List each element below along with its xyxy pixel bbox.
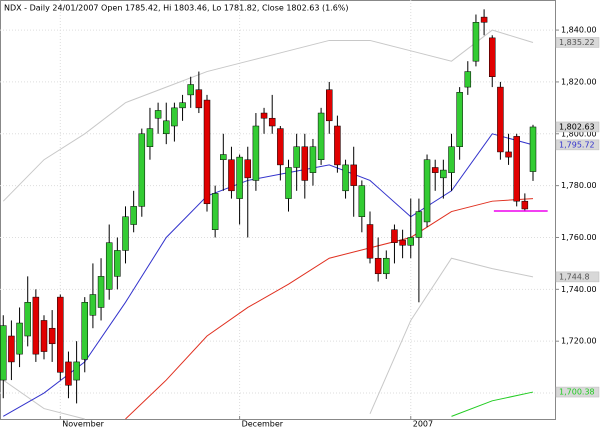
value-tag-label: 1,744.8 [559,272,590,281]
x-tick-label: December [242,420,284,428]
candle-body [513,136,520,202]
candle-body [89,294,97,316]
candle-body [301,146,309,181]
y-tick-label: 1,760.00 [561,233,597,242]
candle-body [179,102,186,109]
value-tag [555,121,600,133]
x-tick-label: 2007 [413,420,433,428]
candle-body [350,164,357,186]
candle-body [73,361,80,381]
chart-title: NDX - Daily 24/01/2007 Open 1785.42, Hi … [4,4,349,13]
y-tick-label: 1,780.00 [561,181,597,190]
y-tick-label: 1,720.00 [561,337,597,346]
candle-body [0,325,7,381]
candle-body [529,126,537,172]
candle-body [48,327,56,345]
candle-body [407,237,414,246]
candle-body [415,211,423,238]
candle-body [480,16,488,23]
value-tag-label: 1,795.72 [559,140,595,149]
candle-body [154,110,162,119]
value-tag [555,37,600,48]
candle-body [497,86,504,153]
candle-body [456,92,463,147]
indicator-line [3,133,534,417]
y-tick-label: 1,800.00 [561,129,597,138]
y-tick-label: 1,740.00 [561,285,597,294]
candle-body [16,322,23,355]
candle-body [81,302,89,360]
candle-body [366,224,374,259]
candle-body [383,257,390,275]
candle-body [317,112,325,160]
indicator-line [2,29,534,202]
candle-body [505,151,512,158]
candle-body [203,99,211,205]
candle-body [342,164,349,192]
candle-body [488,37,496,77]
candle-body [326,89,333,122]
candle-body [334,125,341,166]
candle-body [57,296,64,373]
value-tag [555,271,600,283]
candle-body [105,242,113,290]
y-tick-label: 1,840.00 [561,26,597,35]
candle-body [228,159,235,192]
candle-body [114,250,121,277]
candle-body [24,302,31,337]
candle-body [260,112,268,119]
candle-body [138,133,146,207]
candle-body [277,128,284,166]
candle-body [32,296,40,355]
candle-body [252,125,260,181]
value-tag [555,386,600,398]
candle-body [122,216,129,251]
candle-body [374,257,382,275]
candle-body [358,185,366,217]
candle-body [309,146,317,173]
indicator-line [451,391,534,417]
plot-area [0,9,548,420]
candle-body [399,239,406,246]
candle-body [236,156,243,199]
candle-body [472,22,480,62]
candle-body [211,193,219,230]
candle-body [285,167,292,199]
candle-body [187,84,194,96]
candle-body [8,335,15,363]
candle-body [65,361,72,386]
value-tag-label: 1,700.38 [559,388,595,397]
candle-body [464,71,472,88]
candle-body [391,229,398,243]
candle-body [130,206,137,225]
candle-body [171,107,178,127]
value-tag [555,139,600,151]
candle-body [220,154,227,160]
candle-body [195,89,203,109]
x-tick-label: November [62,420,104,428]
candle-body [440,169,447,179]
value-tag-label: 1,835.22 [559,38,595,47]
y-tick-label: 1,820.00 [561,77,597,86]
candle-body [448,146,455,173]
candle-body [163,120,170,135]
candle-body [40,320,48,352]
value-tag-label: 1,802.63 [559,122,595,131]
candle-body [97,276,105,308]
indicator-line [2,257,534,420]
candle-body [268,117,276,127]
indicator-line [125,198,534,420]
candle-body [431,167,439,173]
candle-body [146,128,154,147]
candle-body [521,200,529,210]
candle-body [293,146,300,168]
candle-body [423,159,431,223]
candle-body [244,159,252,179]
